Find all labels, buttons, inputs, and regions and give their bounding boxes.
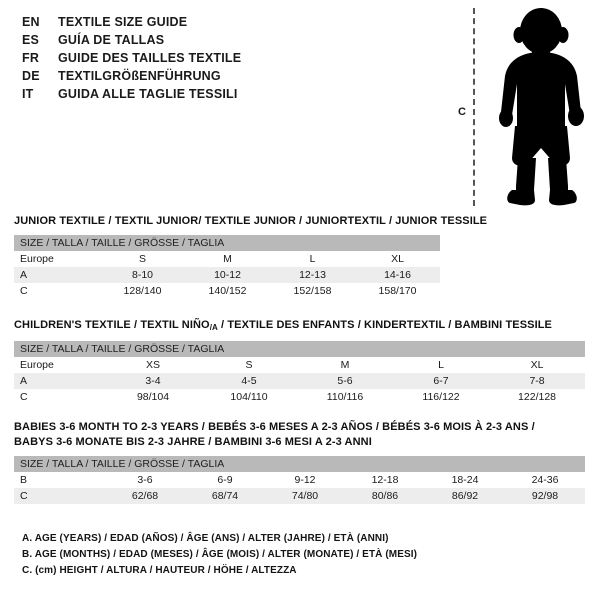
- section-title-babies-line1: BABIES 3-6 MONTH TO 2-3 YEARS / BEBÉS 3-…: [14, 421, 535, 433]
- table-junior-textile: SIZE / TALLA / TAILLE / GRÖSSE / TAGLIA …: [14, 235, 441, 299]
- table-header-band-children: SIZE / TALLA / TAILLE / GRÖSSE / TAGLIA: [14, 341, 586, 357]
- table-row: C 98/104 104/110 110/116 116/122 122/128: [14, 389, 586, 405]
- cell-value: 4-5: [201, 373, 297, 389]
- language-code-it: IT: [22, 87, 34, 101]
- language-title-list: EN TEXTILE SIZE GUIDE ES GUÍA DE TALLAS …: [22, 13, 422, 103]
- cell-value: 6-7: [393, 373, 489, 389]
- height-measure-label: C: [458, 106, 466, 118]
- row-label-a: A: [14, 373, 105, 389]
- section-title-babies: BABIES 3-6 MONTH TO 2-3 YEARS / BEBÉS 3-…: [14, 420, 585, 450]
- cell-value: L: [393, 357, 489, 373]
- cell-value: 92/98: [505, 488, 586, 504]
- section-title-children-post: / TEXTILE DES ENFANTS / KINDERTEXTIL / B…: [217, 319, 552, 331]
- cell-value: 62/68: [105, 488, 185, 504]
- row-label-europe: Europe: [14, 251, 100, 267]
- language-title-it: GUIDA ALLE TAGLIE TESSILI: [58, 87, 238, 101]
- cell-value: 80/86: [345, 488, 425, 504]
- cell-value: 8-10: [100, 267, 185, 283]
- language-row-en: EN TEXTILE SIZE GUIDE: [22, 13, 422, 31]
- table-header-band-babies: SIZE / TALLA / TAILLE / GRÖSSE / TAGLIA: [14, 456, 586, 472]
- section-title-children-sub: /A: [209, 323, 218, 332]
- cell-value: 110/116: [297, 389, 393, 405]
- cell-value: S: [201, 357, 297, 373]
- legend-item-a: A. AGE (YEARS) / EDAD (AÑOS) / ÂGE (ANS)…: [22, 533, 389, 544]
- cell-value: 12-18: [345, 472, 425, 488]
- cell-value: XL: [489, 357, 586, 373]
- cell-value: XS: [105, 357, 201, 373]
- cell-value: 3-6: [105, 472, 185, 488]
- cell-value: 152/158: [270, 283, 355, 299]
- cell-value: 68/74: [185, 488, 265, 504]
- cell-value: 3-4: [105, 373, 201, 389]
- cell-value: XL: [355, 251, 441, 267]
- language-code-fr: FR: [22, 51, 40, 65]
- section-title-children-pre: CHILDREN'S TEXTILE / TEXTIL NIÑO: [14, 319, 210, 331]
- cell-value: 12-13: [270, 267, 355, 283]
- table-row: A 8-10 10-12 12-13 14-16: [14, 267, 441, 283]
- row-label-a: A: [14, 267, 100, 283]
- language-row-de: DE TEXTILGRÖßENFÜHRUNG: [22, 67, 422, 85]
- size-band-label-babies: SIZE / TALLA / TAILLE / GRÖSSE / TAGLIA: [14, 456, 586, 472]
- cell-value: 74/80: [265, 488, 345, 504]
- table-children-textile: SIZE / TALLA / TAILLE / GRÖSSE / TAGLIA …: [14, 341, 586, 405]
- language-row-it: IT GUIDA ALLE TAGLIE TESSILI: [22, 85, 422, 103]
- language-code-es: ES: [22, 33, 40, 47]
- cell-value: 10-12: [185, 267, 270, 283]
- size-band-label-junior: SIZE / TALLA / TAILLE / GRÖSSE / TAGLIA: [14, 235, 441, 251]
- table-babies-textile: SIZE / TALLA / TAILLE / GRÖSSE / TAGLIA …: [14, 456, 586, 504]
- language-row-es: ES GUÍA DE TALLAS: [22, 31, 422, 49]
- cell-value: 140/152: [185, 283, 270, 299]
- cell-value: 18-24: [425, 472, 505, 488]
- size-band-label-children: SIZE / TALLA / TAILLE / GRÖSSE / TAGLIA: [14, 341, 586, 357]
- legend-item-b: B. AGE (MONTHS) / EDAD (MESES) / ÂGE (MO…: [22, 549, 418, 560]
- table-row: C 128/140 140/152 152/158 158/170: [14, 283, 441, 299]
- cell-value: S: [100, 251, 185, 267]
- cell-value: 6-9: [185, 472, 265, 488]
- legend-item-c: C. (cm) HEIGHT / ALTURA / HAUTEUR / HÖHE…: [22, 565, 297, 576]
- row-label-c: C: [14, 389, 105, 405]
- row-label-europe: Europe: [14, 357, 105, 373]
- section-title-junior: JUNIOR TEXTILE / TEXTIL JUNIOR/ TEXTILE …: [14, 215, 488, 227]
- cell-value: 98/104: [105, 389, 201, 405]
- measurement-legend: A. AGE (YEARS) / EDAD (AÑOS) / ÂGE (ANS)…: [22, 531, 452, 579]
- cell-value: 128/140: [100, 283, 185, 299]
- table-header-band-junior: SIZE / TALLA / TAILLE / GRÖSSE / TAGLIA: [14, 235, 441, 251]
- cell-value: 9-12: [265, 472, 345, 488]
- table-row: C 62/68 68/74 74/80 80/86 86/92 92/98: [14, 488, 586, 504]
- section-junior-textile: JUNIOR TEXTILE / TEXTIL JUNIOR/ TEXTILE …: [14, 214, 488, 299]
- language-title-de: TEXTILGRÖßENFÜHRUNG: [58, 69, 221, 83]
- language-title-en: TEXTILE SIZE GUIDE: [58, 15, 188, 29]
- language-title-es: GUÍA DE TALLAS: [58, 33, 165, 47]
- cell-value: 122/128: [489, 389, 586, 405]
- cell-value: M: [185, 251, 270, 267]
- cell-value: 14-16: [355, 267, 441, 283]
- section-children-textile: CHILDREN'S TEXTILE / TEXTIL NIÑO/A / TEX…: [14, 318, 586, 405]
- language-title-fr: GUIDE DES TAILLES TEXTILE: [58, 51, 242, 65]
- height-reference-figure: C: [440, 0, 600, 215]
- toddler-silhouette-icon: [499, 8, 584, 206]
- language-code-de: DE: [22, 69, 40, 83]
- cell-value: 5-6: [297, 373, 393, 389]
- table-row: Europe S M L XL: [14, 251, 441, 267]
- cell-value: 7-8: [489, 373, 586, 389]
- row-label-c: C: [14, 488, 105, 504]
- table-row: Europe XS S M L XL: [14, 357, 586, 373]
- section-title-babies-line2: BABYS 3-6 MONATE BIS 2-3 JAHRE / BAMBINI…: [14, 436, 372, 448]
- section-title-children: CHILDREN'S TEXTILE / TEXTIL NIÑO/A / TEX…: [14, 318, 585, 335]
- cell-value: M: [297, 357, 393, 373]
- cell-value: 86/92: [425, 488, 505, 504]
- language-row-fr: FR GUIDE DES TAILLES TEXTILE: [22, 49, 422, 67]
- cell-value: L: [270, 251, 355, 267]
- table-row: B 3-6 6-9 9-12 12-18 18-24 24-36: [14, 472, 586, 488]
- section-babies-textile: BABIES 3-6 MONTH TO 2-3 YEARS / BEBÉS 3-…: [14, 420, 586, 504]
- language-code-en: EN: [22, 15, 40, 29]
- cell-value: 158/170: [355, 283, 441, 299]
- row-label-b: B: [14, 472, 105, 488]
- height-measure-dashed-line: [473, 8, 475, 206]
- cell-value: 24-36: [505, 472, 586, 488]
- row-label-c: C: [14, 283, 100, 299]
- cell-value: 116/122: [393, 389, 489, 405]
- cell-value: 104/110: [201, 389, 297, 405]
- table-row: A 3-4 4-5 5-6 6-7 7-8: [14, 373, 586, 389]
